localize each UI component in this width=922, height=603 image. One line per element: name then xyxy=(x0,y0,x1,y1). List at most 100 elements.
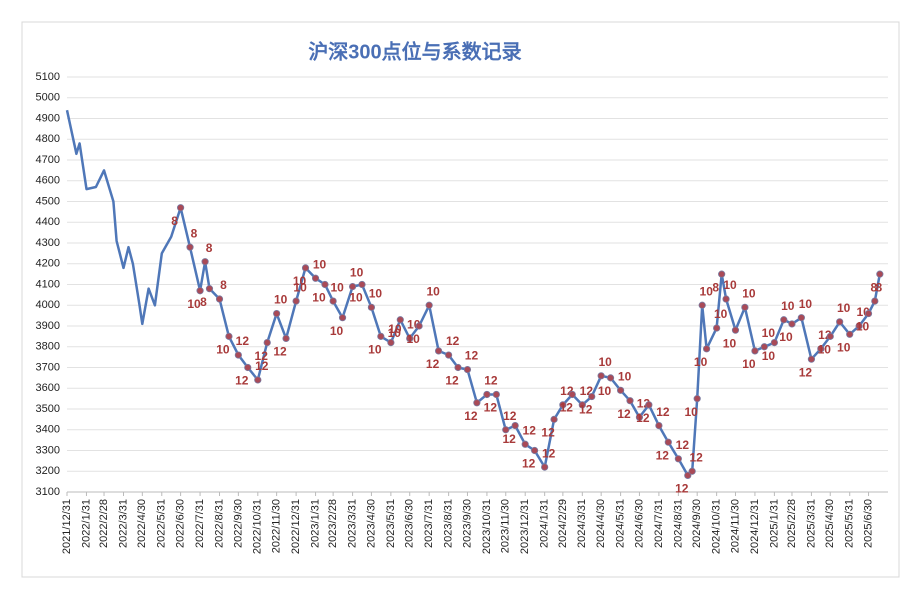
coefficient-label: 10 xyxy=(714,307,728,321)
y-tick-label: 3400 xyxy=(36,424,60,436)
coefficient-label: 10 xyxy=(762,326,776,340)
y-tick-label: 3100 xyxy=(36,486,60,498)
coefficient-label: 12 xyxy=(542,446,556,460)
marker xyxy=(254,376,262,384)
marker xyxy=(864,309,873,318)
coefficient-label: 12 xyxy=(484,374,498,388)
y-tick-label: 5000 xyxy=(36,92,60,104)
marker xyxy=(684,471,692,479)
marker xyxy=(225,332,233,340)
marker xyxy=(377,332,385,340)
x-tick-label: 2022/10/31 xyxy=(252,499,264,554)
x-tick-label: 2022/3/31 xyxy=(117,499,129,548)
coefficient-label: 10 xyxy=(369,286,383,300)
marker xyxy=(282,334,290,343)
coefficient-label: 12 xyxy=(235,374,249,388)
coefficient-label: 8 xyxy=(171,214,178,228)
marker xyxy=(741,303,749,311)
coefficient-label: 10 xyxy=(274,293,288,307)
coefficient-label: 10 xyxy=(187,297,201,311)
coefficient-label: 10 xyxy=(781,299,795,313)
coefficient-label: 10 xyxy=(742,286,756,300)
y-tick-label: 4100 xyxy=(36,278,60,290)
marker xyxy=(311,274,320,282)
coefficient-label: 8 xyxy=(206,241,213,255)
marker xyxy=(387,338,395,347)
marker xyxy=(655,421,663,430)
y-tick-label: 4400 xyxy=(36,216,60,228)
y-tick-label: 4700 xyxy=(36,154,60,166)
coefficient-label: 10 xyxy=(837,301,851,315)
coefficient-label: 12 xyxy=(675,482,689,496)
coefficient-label: 12 xyxy=(560,401,574,415)
coefficient-label: 8 xyxy=(191,226,198,240)
coefficient-label: 12 xyxy=(426,357,440,371)
marker xyxy=(731,326,740,334)
marker xyxy=(817,345,825,353)
marker xyxy=(718,270,726,278)
coefficient-label: 10 xyxy=(799,297,813,311)
marker xyxy=(234,351,242,359)
x-tick-label: 2024/3/31 xyxy=(576,499,588,548)
coefficient-label: 10 xyxy=(685,405,699,419)
coefficient-label: 10 xyxy=(856,320,870,334)
marker xyxy=(597,372,605,380)
marker xyxy=(871,297,879,305)
marker xyxy=(186,243,194,251)
coefficient-label: 12 xyxy=(523,423,537,437)
coefficient-label: 12 xyxy=(503,409,517,423)
marker xyxy=(463,365,472,374)
coefficient-label: 12 xyxy=(656,405,670,419)
coefficient-label: 12 xyxy=(445,374,459,388)
marker xyxy=(445,351,453,359)
marker xyxy=(836,318,844,326)
x-tick-label: 2023/5/31 xyxy=(385,499,397,548)
marker xyxy=(645,401,653,409)
x-tick-label: 2025/5/31 xyxy=(844,499,856,548)
marker xyxy=(588,392,596,401)
marker xyxy=(196,287,204,295)
coefficient-label: 10 xyxy=(330,280,344,294)
x-tick-label: 2025/4/30 xyxy=(824,499,836,548)
x-tick-label: 2024/7/31 xyxy=(653,499,665,548)
coefficient-label: 10 xyxy=(350,266,364,280)
marker xyxy=(201,258,209,266)
coefficient-label: 12 xyxy=(465,349,479,363)
coefficient-label: 12 xyxy=(522,457,536,471)
marker xyxy=(531,446,539,455)
marker xyxy=(502,426,510,434)
coefficient-label: 12 xyxy=(636,411,650,425)
marker xyxy=(177,204,185,212)
coefficient-label: 10 xyxy=(216,343,230,357)
x-tick-label: 2022/5/31 xyxy=(156,499,168,548)
x-tick-label: 2022/12/31 xyxy=(290,499,302,554)
coefficient-label: 12 xyxy=(255,359,269,373)
x-tick-label: 2024/5/31 xyxy=(615,499,627,548)
x-tick-label: 2024/11/30 xyxy=(729,499,741,553)
coefficient-label: 10 xyxy=(426,284,440,298)
coefficient-label: 10 xyxy=(700,284,714,298)
marker xyxy=(568,390,576,399)
marker xyxy=(415,322,423,330)
coefficient-label: 10 xyxy=(293,280,307,294)
marker xyxy=(492,390,500,399)
coefficient-label: 12 xyxy=(502,432,516,446)
coefficient-label: 8 xyxy=(200,295,207,309)
coefficient-label: 10 xyxy=(723,336,737,350)
coefficient-label: 8 xyxy=(712,280,719,294)
coefficient-label: 10 xyxy=(598,384,612,398)
coefficient-label: 10 xyxy=(742,357,756,371)
x-tick-label: 2023/4/30 xyxy=(365,499,377,548)
marker xyxy=(876,270,884,278)
x-tick-label: 2023/1/31 xyxy=(309,499,321,548)
marker xyxy=(606,374,615,382)
coefficient-label: 12 xyxy=(236,334,250,348)
x-tick-label: 2025/1/31 xyxy=(768,499,780,548)
marker xyxy=(578,401,586,409)
coefficient-label: 10 xyxy=(388,322,402,336)
coefficient-label: 10 xyxy=(312,291,326,305)
y-tick-label: 5100 xyxy=(36,71,60,83)
marker xyxy=(780,316,788,324)
coefficient-label: 10 xyxy=(598,355,612,369)
coefficient-label: 12 xyxy=(446,334,460,348)
